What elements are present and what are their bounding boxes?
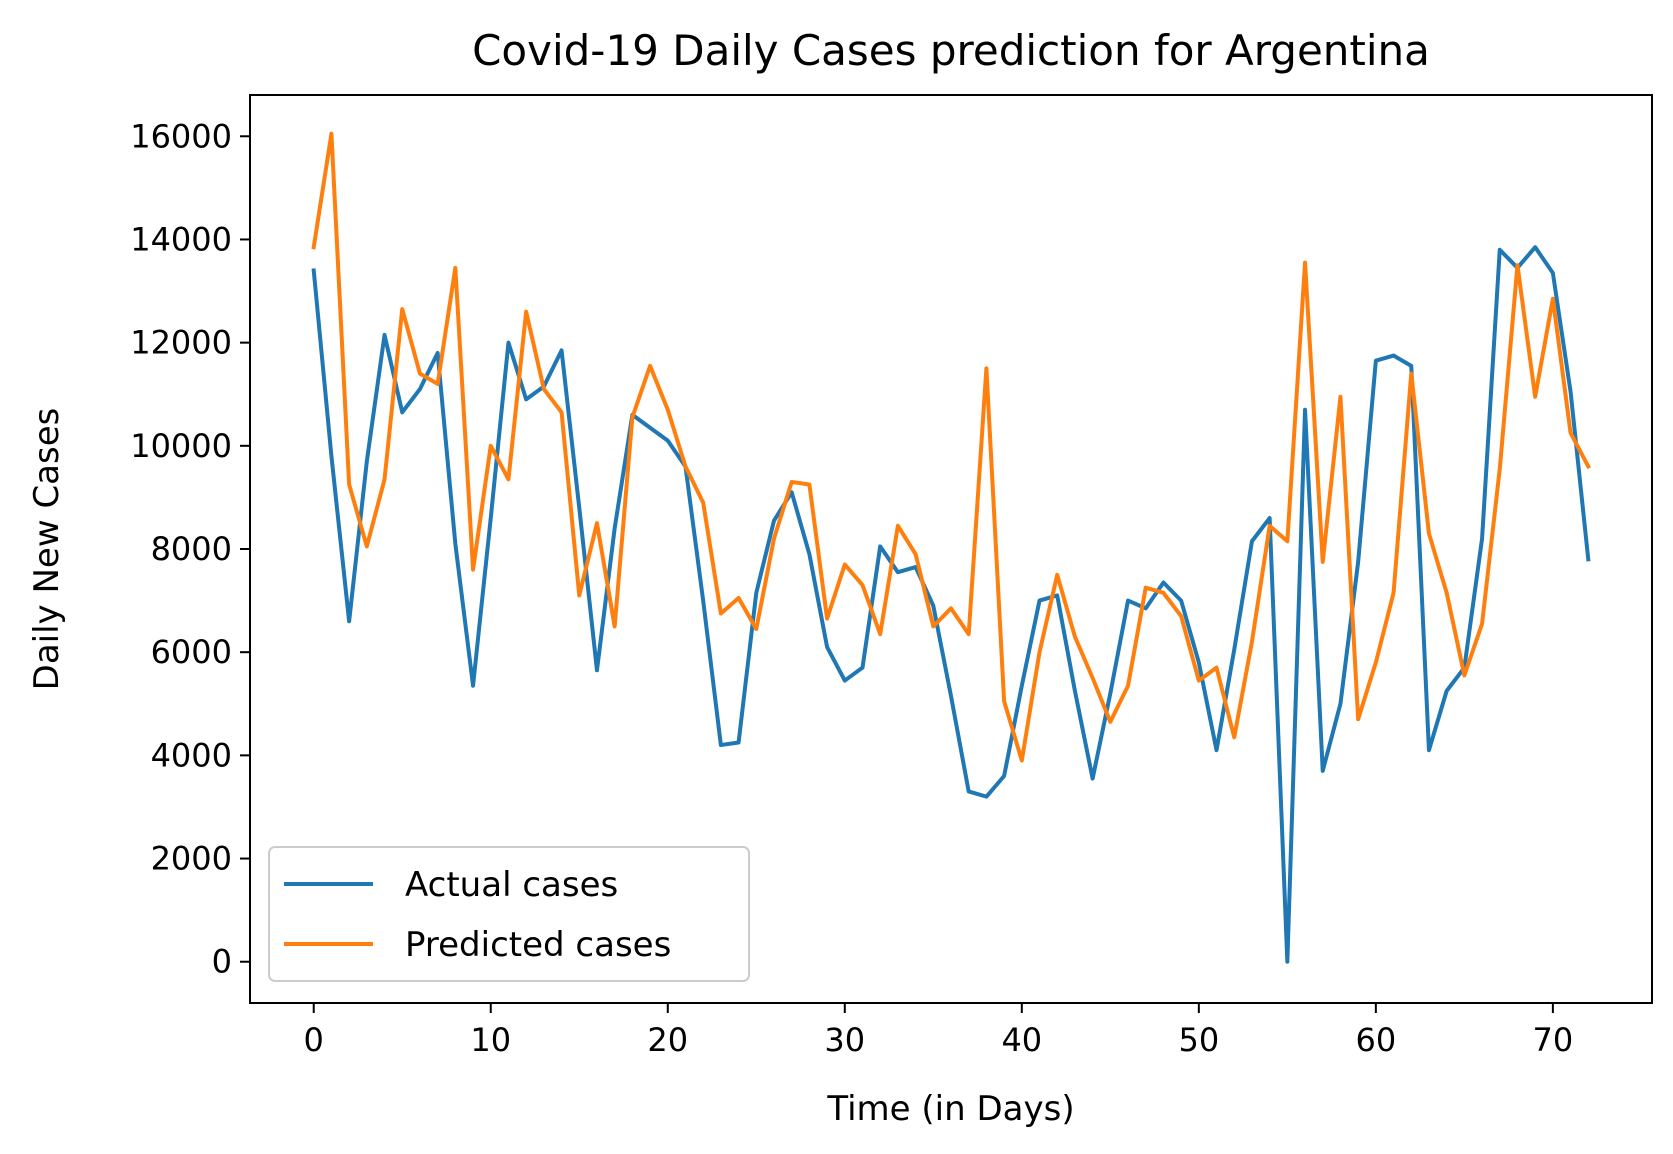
y-axis-label: Daily New Cases: [27, 408, 67, 691]
legend-label-actual-cases: Actual cases: [405, 865, 618, 905]
y-tick-label: 12000: [130, 324, 232, 362]
plot-lines: [311, 131, 1591, 964]
x-axis-label: Time (in Days): [826, 1089, 1074, 1129]
y-tick-label: 14000: [130, 220, 232, 258]
series-line-actual-cases: [311, 245, 1591, 964]
y-tick-label: 0: [212, 943, 232, 981]
x-tick-label: 50: [1178, 1021, 1219, 1059]
series-line-predicted-cases: [311, 131, 1591, 763]
y-axis-ticks: 0 2000 4000 6000 8000 10000 12000 14000 16000: [130, 117, 250, 981]
x-tick-label: 10: [470, 1021, 511, 1059]
y-tick-label: 4000: [151, 736, 232, 774]
y-tick-label: 2000: [151, 840, 232, 878]
x-tick-label: 0: [304, 1021, 324, 1059]
x-axis-ticks: 0 10 20 30 40 50 60 70: [304, 1003, 1574, 1059]
x-tick-label: 40: [1001, 1021, 1042, 1059]
legend-label-predicted-cases: Predicted cases: [405, 925, 671, 965]
x-tick-label: 70: [1533, 1021, 1574, 1059]
legend-box: [268, 846, 750, 982]
x-tick-label: 30: [824, 1021, 865, 1059]
y-tick-label: 6000: [151, 633, 232, 671]
y-tick-label: 16000: [130, 117, 232, 155]
y-tick-label: 10000: [130, 427, 232, 465]
x-tick-label: 60: [1355, 1021, 1396, 1059]
chart-title: Covid-19 Daily Cases prediction for Arge…: [472, 26, 1430, 75]
x-tick-label: 20: [647, 1021, 688, 1059]
y-tick-label: 8000: [151, 530, 232, 568]
legend: Actual cases Predicted cases: [268, 846, 750, 982]
